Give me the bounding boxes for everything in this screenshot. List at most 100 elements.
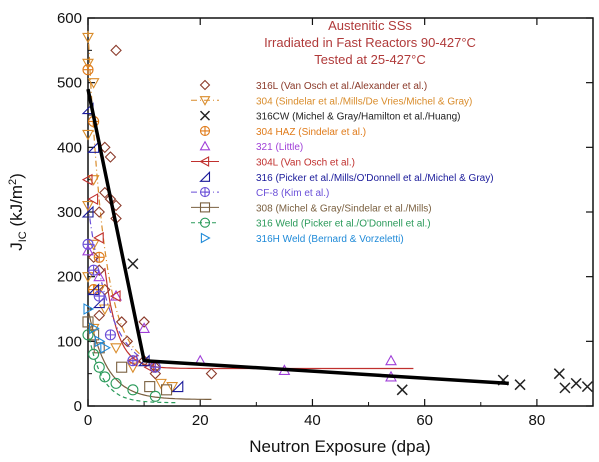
legend-label: 308 (Michel & Gray/Sindelar et al./Mills… [256, 203, 432, 214]
data-point [87, 193, 99, 206]
fit-curve [87, 30, 156, 363]
circle-plus-cross [150, 362, 161, 373]
legend-marker [199, 187, 211, 198]
chart-title-line-1: Austenitic SSs [328, 18, 412, 33]
legend: 316L (Van Osch et al./Alexander et al.) 3… [191, 79, 494, 245]
x-tick-label: 0 [84, 412, 92, 429]
y-tick-label: 200 [57, 269, 82, 286]
series-10 [82, 329, 161, 402]
data-point [82, 64, 94, 76]
series-3 [127, 258, 593, 396]
data-point [83, 303, 95, 315]
circle-plus-cross [94, 291, 105, 302]
data-point [93, 206, 106, 218]
data-point [149, 361, 161, 373]
legend-marker [199, 202, 211, 213]
x-tick-label: 40 [304, 412, 321, 429]
data-point [110, 343, 122, 354]
data-point [127, 258, 139, 270]
data-point [81, 173, 93, 186]
data-point [116, 361, 128, 373]
plot-area [87, 17, 594, 407]
data-point [155, 378, 167, 390]
data-point [93, 309, 106, 322]
data-point [82, 272, 94, 283]
data-point [81, 205, 94, 218]
y-tick-label: 600 [57, 10, 82, 27]
x-tick-label: 20 [192, 412, 209, 429]
legend-marker [199, 110, 211, 121]
y-tick-label: 100 [57, 333, 82, 350]
y-tick-label: 400 [57, 139, 82, 156]
data-point [82, 58, 94, 70]
data-point [93, 264, 106, 276]
y-tick-labels: 0 100 200 300 400 500 600 [57, 10, 82, 415]
legend-entry: 304 (Sindelar et al./Mills/De Vries/Mich… [191, 96, 472, 107]
data-point [144, 381, 156, 393]
data-point [559, 382, 571, 394]
data-point [82, 129, 94, 141]
circle-plus-cross [200, 187, 210, 197]
data-point [88, 264, 100, 276]
series-2 [82, 32, 179, 393]
legend-label: 304 HAZ (Sindelar et al.) [256, 127, 366, 138]
fit-curve [87, 331, 178, 404]
data-point [93, 290, 105, 302]
data-point [127, 384, 139, 396]
legend-label: 304 (Sindelar et al./Mills/De Vries/Mich… [256, 96, 472, 107]
legend-entry: 316 Weld (Picker et al./O'Donnell et al.… [191, 217, 431, 230]
legend-label: 316L (Van Osch et al./Alexander et al.) [256, 81, 427, 92]
data-point [115, 316, 128, 328]
legend-marker [199, 96, 211, 106]
chart-title: Austenitic SSs Irradiated in Fast Reacto… [264, 18, 476, 67]
series-11 [83, 303, 111, 354]
data-point [94, 335, 106, 348]
series-8 [82, 238, 161, 373]
data-point [514, 379, 526, 391]
legend-entry: 316CW (Michel & Gray/Hamilton et al./Hua… [199, 110, 461, 123]
chart-title-line-3: Tested at 25-427°C [314, 52, 425, 67]
data-point [104, 151, 117, 163]
data-point [87, 78, 100, 89]
legend-marker [199, 217, 211, 228]
legend-entry: 304 HAZ (Sindelar et al.) [199, 125, 366, 138]
y-tick-label: 500 [57, 75, 82, 92]
legend-marker [199, 125, 211, 136]
data-point [87, 323, 100, 335]
circle-plus-cross [88, 265, 99, 276]
legend-entry: 316L (Van Osch et al./Alexander et al.) [199, 79, 427, 92]
legend-label: 316 (Picker et al./Mills/O'Donnell et al… [256, 173, 494, 184]
data-point [149, 390, 161, 402]
data-point [553, 368, 565, 380]
circle-plus-cross [83, 64, 93, 75]
data-point [92, 296, 105, 309]
legend-entry: 321 (Little) [199, 140, 303, 153]
legend-entry: 304L (Van Osch et al.) [191, 156, 355, 169]
legend-label: 316H Weld (Bernard & Vorzeletti) [256, 234, 404, 245]
y-axis-label: JIC (kJ/m2) [7, 173, 29, 251]
data-point [110, 377, 122, 389]
data-point [100, 341, 111, 354]
trend-line-path [86, 88, 509, 386]
legend-marker [199, 170, 211, 182]
data-point [93, 231, 104, 244]
data-point [109, 290, 121, 303]
data-point [99, 371, 111, 383]
circle-plus-cross [83, 239, 93, 250]
data-point [82, 316, 94, 328]
legend-marker [199, 156, 210, 167]
data-point [82, 329, 94, 341]
y-tick-label: 300 [57, 204, 82, 221]
data-point [89, 322, 100, 335]
legend-marker [199, 140, 211, 151]
series-9 [82, 316, 173, 396]
circle-plus-cross [94, 252, 105, 263]
legend-entry: 316H Weld (Bernard & Vorzeletti) [200, 232, 404, 245]
circle-plus-cross [127, 355, 138, 366]
data-point [93, 251, 105, 263]
legend-label: CF-8 (Kim et al.) [256, 188, 329, 199]
legend-label: 316CW (Michel & Gray/Hamilton et al./Hua… [256, 112, 461, 123]
data-point [110, 289, 122, 301]
legend-entry: 308 (Michel & Gray/Sindelar et al./Mills… [191, 202, 432, 214]
data-point [87, 283, 100, 296]
